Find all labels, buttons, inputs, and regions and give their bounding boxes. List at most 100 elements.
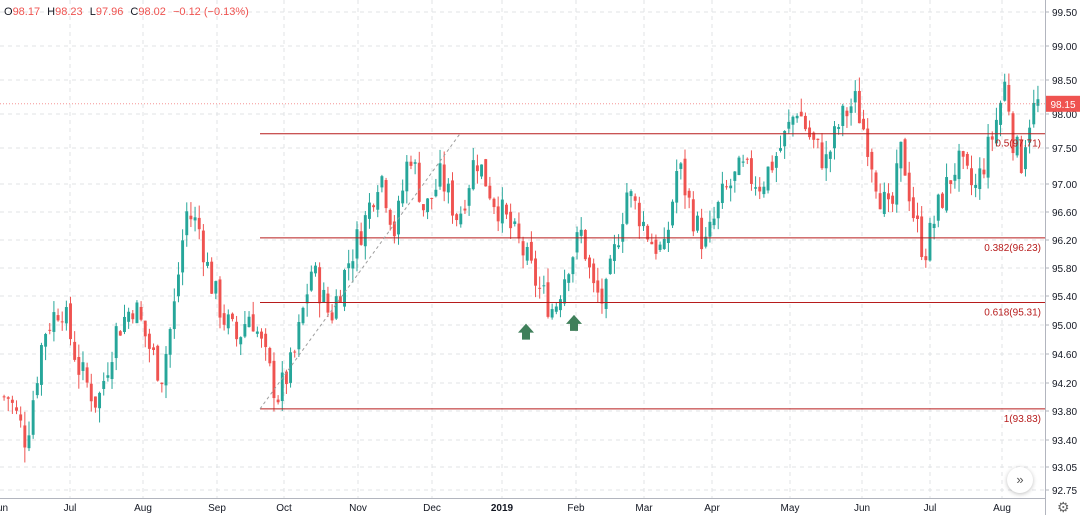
candle bbox=[521, 236, 525, 269]
candle bbox=[679, 161, 683, 180]
candle-body bbox=[226, 314, 230, 329]
candle bbox=[1028, 119, 1032, 154]
candle-body bbox=[683, 158, 687, 196]
candle-body bbox=[210, 261, 214, 294]
candle-body bbox=[820, 142, 824, 169]
candle bbox=[156, 344, 160, 382]
candle bbox=[870, 148, 874, 183]
candle bbox=[770, 155, 774, 173]
y-tick-label: 99.50 bbox=[1052, 8, 1077, 19]
candle bbox=[247, 311, 251, 328]
candle-body bbox=[421, 204, 425, 211]
candle-body bbox=[438, 163, 442, 187]
candle bbox=[828, 150, 832, 173]
candle bbox=[475, 154, 479, 184]
candle bbox=[214, 280, 218, 300]
candle-body bbox=[89, 383, 93, 402]
candle bbox=[749, 150, 753, 191]
candle bbox=[426, 198, 430, 220]
candle-body bbox=[928, 222, 932, 261]
candle-body bbox=[899, 141, 903, 169]
x-tick-label: Oct bbox=[276, 503, 292, 514]
candle bbox=[35, 376, 39, 399]
candle-body bbox=[691, 199, 695, 232]
candle bbox=[621, 212, 625, 253]
candle-body bbox=[529, 241, 533, 261]
candle bbox=[297, 314, 301, 357]
candle-body bbox=[467, 188, 471, 206]
candle-body bbox=[143, 320, 147, 337]
candle-body bbox=[733, 171, 737, 181]
candle bbox=[808, 120, 812, 140]
candle bbox=[949, 180, 953, 194]
candle bbox=[529, 231, 533, 264]
candle bbox=[23, 411, 27, 463]
candle bbox=[538, 276, 542, 299]
candle bbox=[318, 262, 322, 318]
candle bbox=[276, 395, 280, 405]
candle-body bbox=[500, 199, 504, 224]
x-tick-label: Jun bbox=[0, 503, 8, 514]
candle-body bbox=[318, 267, 322, 304]
candle-body bbox=[849, 106, 853, 113]
candle bbox=[255, 326, 259, 338]
candle-body bbox=[588, 257, 591, 268]
candle bbox=[289, 347, 293, 388]
candle bbox=[725, 179, 728, 190]
candle bbox=[355, 221, 359, 272]
candle-body bbox=[430, 197, 434, 199]
candle bbox=[27, 421, 31, 452]
candle-body bbox=[708, 221, 712, 237]
candle-body bbox=[642, 221, 645, 227]
gear-icon[interactable]: ⚙ bbox=[1057, 499, 1070, 515]
candle-body bbox=[957, 150, 961, 180]
candle-body bbox=[289, 352, 293, 383]
last-price-badge bbox=[1046, 95, 1080, 112]
candle bbox=[430, 197, 434, 210]
candle bbox=[600, 278, 604, 314]
candle bbox=[882, 182, 886, 217]
candle bbox=[177, 262, 180, 303]
candle-body bbox=[260, 331, 263, 339]
candle bbox=[862, 109, 865, 131]
candle-body bbox=[305, 294, 309, 304]
candle-body bbox=[662, 238, 666, 249]
candle-body bbox=[10, 399, 14, 403]
candle bbox=[338, 289, 342, 303]
candle bbox=[139, 301, 143, 322]
candle-body bbox=[571, 257, 575, 275]
fib-level-label: 0.618(95.31) bbox=[984, 308, 1041, 319]
candle bbox=[928, 217, 932, 262]
candle-body bbox=[567, 274, 571, 283]
low-value: 97.96 bbox=[95, 6, 124, 18]
candle bbox=[367, 193, 371, 229]
candle bbox=[1024, 140, 1027, 177]
candle-body bbox=[554, 306, 558, 312]
candle bbox=[160, 382, 164, 393]
candle bbox=[920, 206, 924, 261]
candle bbox=[280, 361, 284, 411]
x-tick-label: Jul bbox=[64, 503, 77, 514]
candle-body bbox=[737, 157, 741, 175]
candle-body bbox=[596, 280, 600, 293]
candle-body bbox=[255, 331, 259, 334]
candle-body bbox=[916, 215, 919, 220]
candle bbox=[193, 206, 197, 232]
candle bbox=[907, 161, 911, 212]
candle-body bbox=[401, 190, 405, 204]
candle bbox=[405, 155, 409, 204]
candle bbox=[98, 391, 102, 423]
low-label: L bbox=[89, 6, 96, 18]
candle bbox=[44, 332, 48, 361]
candle-body bbox=[492, 198, 496, 208]
candle-body bbox=[127, 311, 131, 322]
candle bbox=[293, 349, 297, 358]
candle-body bbox=[758, 186, 762, 192]
candle-body bbox=[218, 279, 222, 318]
candle bbox=[131, 310, 135, 324]
candle-body bbox=[31, 400, 35, 435]
candle bbox=[143, 320, 147, 348]
candle bbox=[612, 234, 616, 274]
double-chevron-right-icon[interactable]: » bbox=[1007, 467, 1033, 493]
